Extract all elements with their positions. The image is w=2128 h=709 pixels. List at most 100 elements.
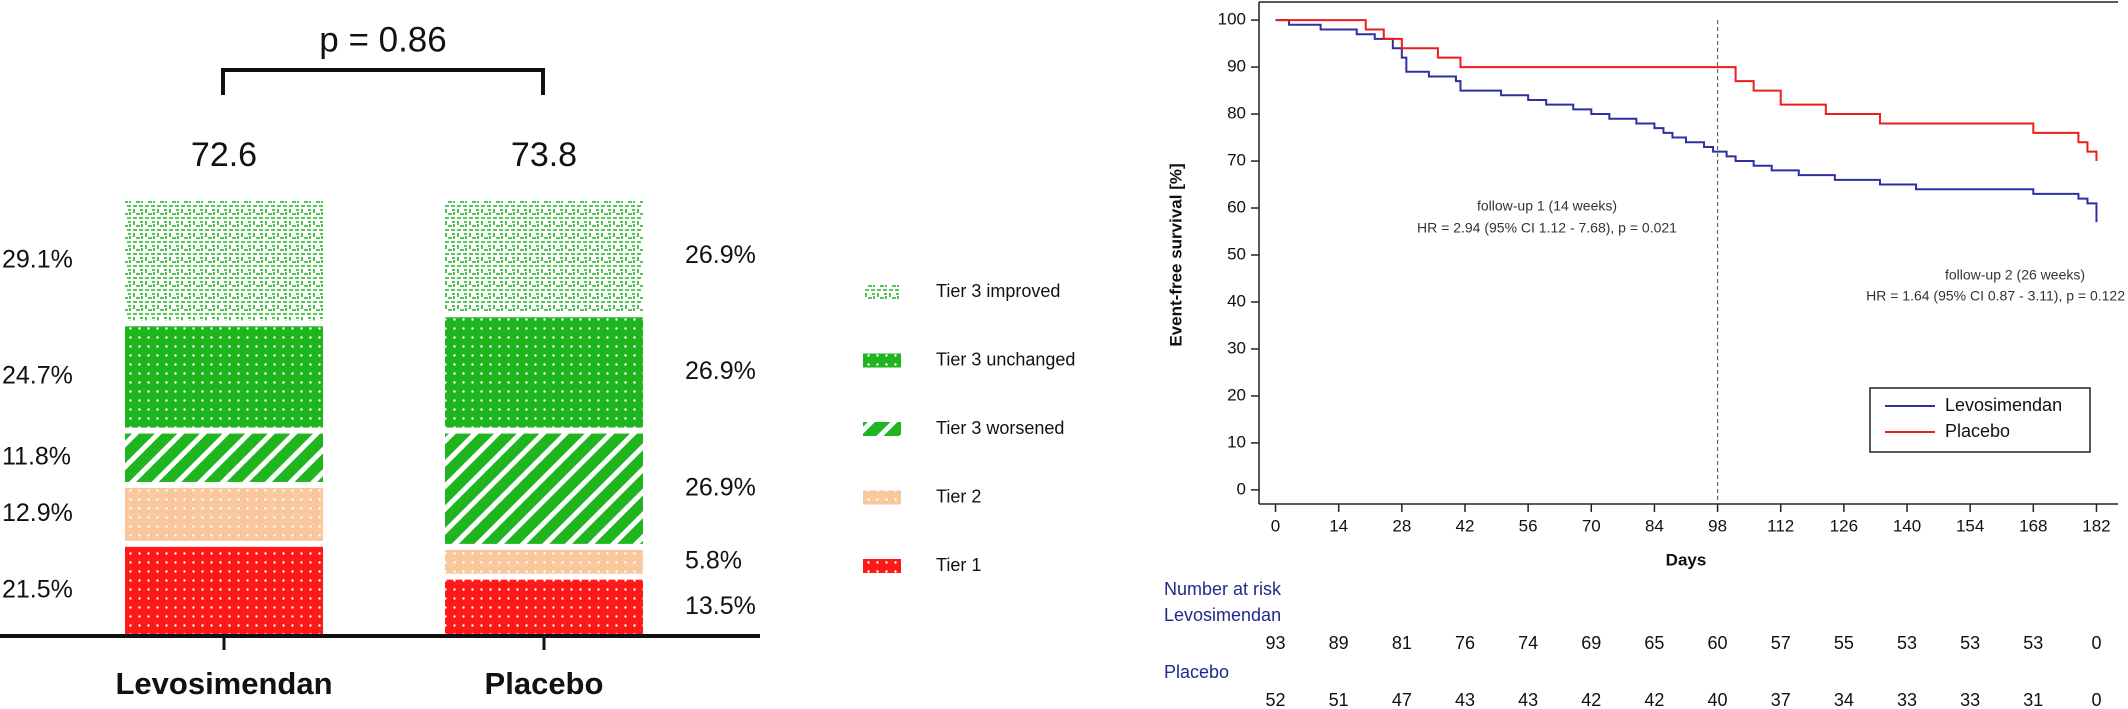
x-tick-label: 56 (1519, 516, 1538, 535)
y-tick-label: 0 (1237, 479, 1246, 498)
risk-count: 65 (1644, 633, 1664, 653)
value-label: 12.9% (2, 499, 73, 527)
risk-count: 53 (1960, 633, 1980, 653)
legend-swatch (863, 490, 901, 505)
y-tick-label: 30 (1227, 338, 1246, 357)
risk-count: 34 (1834, 690, 1854, 709)
risk-count: 60 (1708, 633, 1728, 653)
x-tick-label: 70 (1582, 516, 1601, 535)
total-label: 73.8 (511, 136, 577, 174)
risk-row-name: Levosimendan (1164, 605, 1281, 625)
y-tick-label: 90 (1227, 57, 1246, 76)
y-tick-label: 80 (1227, 104, 1246, 123)
total-label: 72.6 (191, 136, 257, 174)
risk-count: 33 (1897, 690, 1917, 709)
y-tick-label: 20 (1227, 385, 1246, 404)
risk-count: 53 (1897, 633, 1917, 653)
risk-count: 42 (1581, 690, 1601, 709)
risk-table-title: Number at risk (1164, 579, 1282, 599)
risk-count: 31 (2023, 690, 2043, 709)
legend-swatch (863, 285, 901, 299)
annotation: follow-up 1 (14 weeks) (1477, 198, 1617, 214)
risk-count: 89 (1329, 633, 1349, 653)
risk-count: 33 (1960, 690, 1980, 709)
risk-count: 40 (1708, 690, 1728, 709)
x-tick-label: 84 (1645, 516, 1664, 535)
y-tick-label: 70 (1227, 151, 1246, 170)
x-tick-label: 140 (1893, 516, 1921, 535)
legend-label: Tier 3 unchanged (936, 349, 1075, 369)
x-tick-label: Placebo (485, 666, 604, 701)
risk-count: 53 (2023, 633, 2043, 653)
bar-segment (445, 433, 643, 544)
risk-count: 0 (2091, 633, 2101, 653)
value-label: 26.9% (685, 473, 756, 501)
x-tick-label: 126 (1830, 516, 1858, 535)
x-tick-label: 98 (1708, 516, 1727, 535)
risk-row-name: Placebo (1164, 662, 1229, 682)
y-axis-label: Event-free survival [%] (1166, 163, 1185, 346)
value-label: 5.8% (685, 546, 742, 574)
y-tick-label: 60 (1227, 198, 1246, 217)
x-tick-label: 168 (2019, 516, 2047, 535)
legend-label: Placebo (1945, 421, 2010, 441)
legend-swatch (863, 353, 901, 368)
y-tick-label: 40 (1227, 291, 1246, 310)
value-label: 11.8% (2, 442, 71, 470)
value-label: 24.7% (2, 362, 73, 390)
risk-count: 52 (1266, 690, 1286, 709)
value-label: 26.9% (685, 357, 756, 385)
bar-segment (125, 201, 323, 321)
risk-count: 93 (1266, 633, 1286, 653)
bar-segment (445, 317, 643, 428)
x-tick-label: Levosimendan (115, 666, 332, 701)
bar-segment (445, 579, 643, 635)
value-label: 26.9% (685, 241, 756, 269)
annotation: follow-up 2 (26 weeks) (1945, 267, 2085, 283)
x-tick-label: 154 (1956, 516, 1984, 535)
risk-count: 47 (1392, 690, 1412, 709)
legend-swatch (863, 559, 901, 573)
x-tick-label: 112 (1767, 516, 1794, 535)
risk-count: 76 (1455, 633, 1475, 653)
y-tick-label: 50 (1227, 244, 1246, 263)
bar-segment (445, 201, 643, 312)
x-tick-label: 0 (1271, 516, 1280, 535)
x-tick-label: 42 (1456, 516, 1475, 535)
x-axis-label: Days (1666, 550, 1707, 569)
bar-segment (125, 326, 323, 428)
risk-count: 57 (1771, 633, 1791, 653)
y-tick-label: 10 (1227, 432, 1246, 451)
risk-count: 43 (1518, 690, 1538, 709)
x-tick-label: 28 (1392, 516, 1411, 535)
risk-count: 74 (1518, 633, 1538, 653)
bar-segment (125, 433, 323, 482)
legend-label: Levosimendan (1945, 395, 2062, 415)
x-tick-label: 182 (2082, 516, 2110, 535)
value-label: 13.5% (685, 592, 756, 620)
legend-label: Tier 1 (936, 555, 981, 575)
value-label: 29.1% (2, 245, 73, 273)
risk-count: 37 (1771, 690, 1791, 709)
legend-label: Tier 3 worsened (936, 418, 1064, 438)
x-tick-label: 14 (1329, 516, 1348, 535)
y-tick-label: 100 (1218, 10, 1246, 29)
risk-count: 69 (1581, 633, 1601, 653)
bar-segment (445, 549, 643, 574)
chart-title: p = 0.86 (319, 20, 446, 59)
significance-bracket (221, 68, 545, 95)
annotation: HR = 2.94 (95% CI 1.12 - 7.68), p = 0.02… (1417, 220, 1677, 236)
legend-label: Tier 2 (936, 486, 981, 506)
legend-label: Tier 3 improved (936, 281, 1060, 301)
legend-box (1869, 387, 2091, 453)
risk-count: 42 (1644, 690, 1664, 709)
survival-curve (1275, 19, 2098, 223)
survival-curve (1275, 19, 2098, 162)
risk-count: 81 (1392, 633, 1412, 653)
bar-segment (125, 546, 323, 635)
risk-count: 51 (1329, 690, 1349, 709)
risk-count: 55 (1834, 633, 1854, 653)
annotation: HR = 1.64 (95% CI 0.87 - 3.11), p = 0.12… (1866, 288, 2125, 304)
